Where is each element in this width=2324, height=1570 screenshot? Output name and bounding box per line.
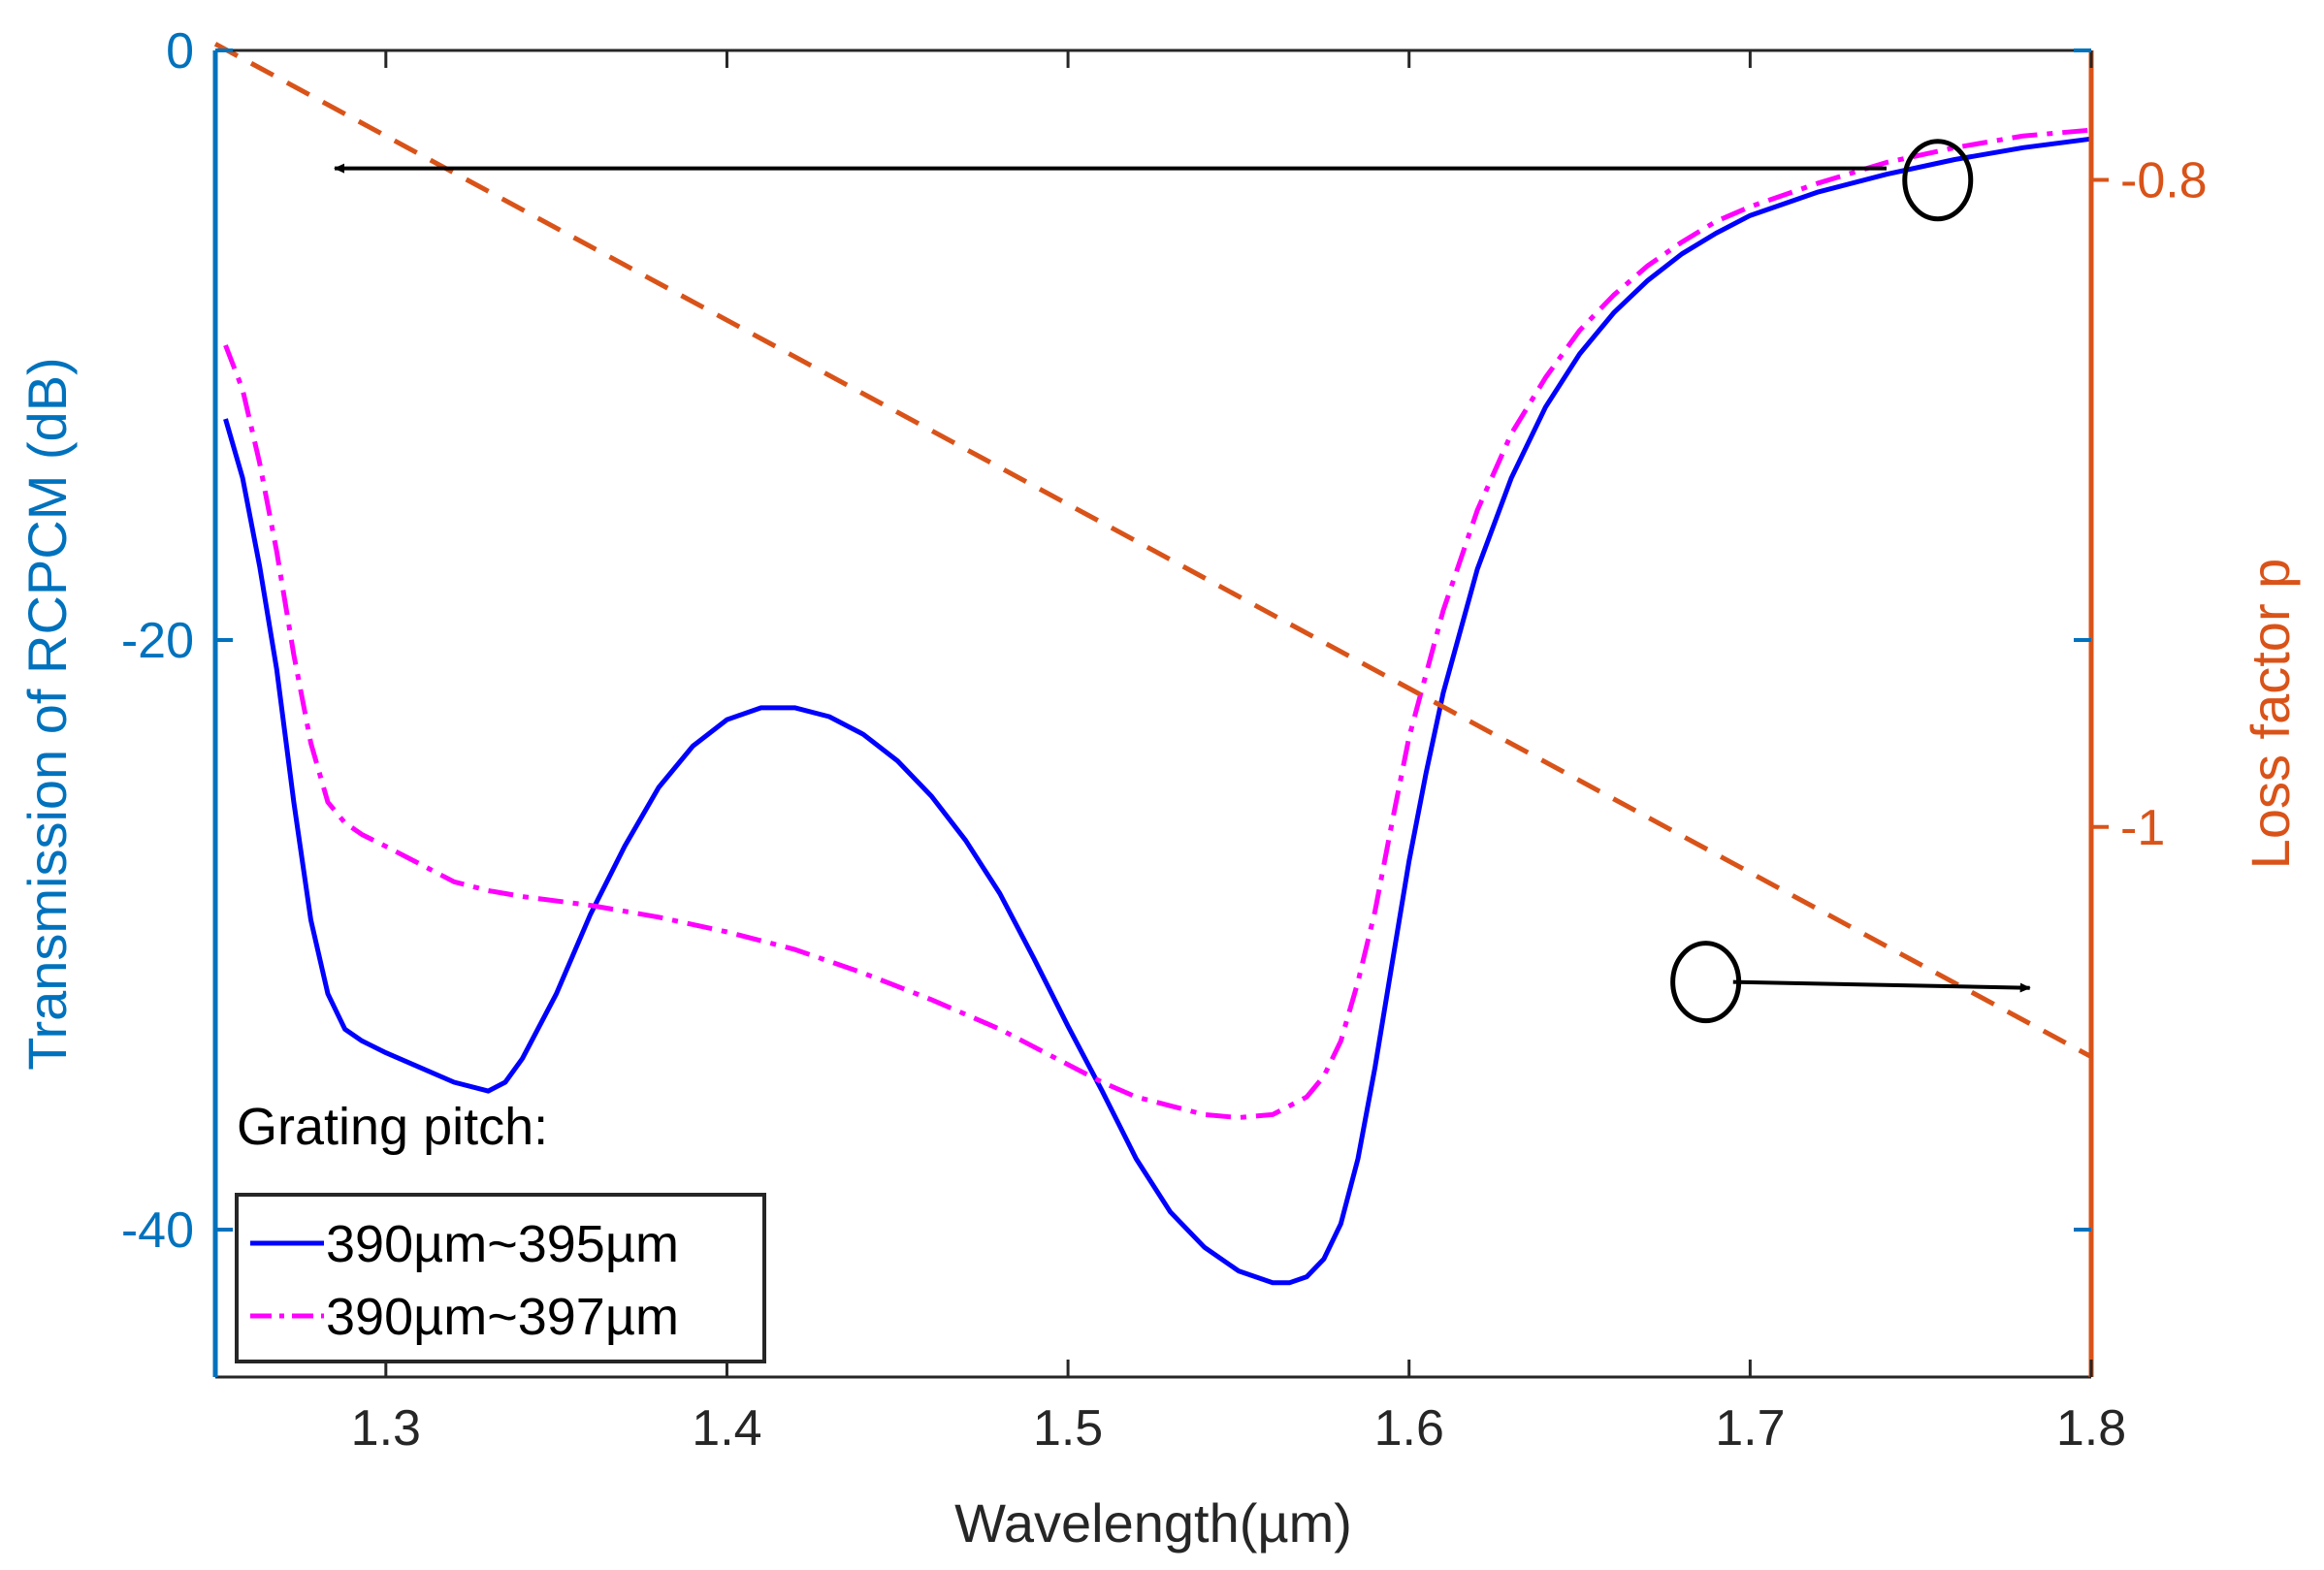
- legend-title: Grating pitch:: [237, 1098, 548, 1156]
- left-y-axis-label: Transmission of RCPCM (dB): [16, 357, 78, 1070]
- left-y-tick-label: -20: [121, 613, 194, 669]
- left-y-tick-label: -40: [121, 1202, 194, 1259]
- annotation-circle-1: [1902, 139, 1974, 222]
- x-tick-label: 1.8: [2056, 1400, 2126, 1457]
- series-line-1: [223, 136, 2092, 1286]
- x-tick-label: 1.4: [692, 1400, 761, 1457]
- x-tick-label: 1.6: [1374, 1400, 1444, 1457]
- annotation-circle-2: [1670, 941, 1742, 1024]
- legend-label-series-2: 390µm~397µm: [326, 1288, 679, 1346]
- x-axis-label: Wavelength(µm): [954, 1492, 1352, 1554]
- legend-box: [235, 1193, 766, 1363]
- left-y-tick-label: 0: [166, 23, 194, 80]
- x-tick-label: 1.3: [351, 1400, 421, 1457]
- right-y-tick-label: -1: [2120, 800, 2165, 856]
- legend-label-series-1: 390µm~395µm: [326, 1215, 679, 1273]
- series-line-2: [223, 127, 2092, 1120]
- annotation-arrow-2: [1732, 979, 2031, 993]
- x-tick-label: 1.7: [1715, 1400, 1785, 1457]
- right-y-axis-label: Loss factor p: [2240, 559, 2301, 870]
- series-line-3: [213, 42, 2093, 1059]
- x-tick-label: 1.5: [1033, 1400, 1103, 1457]
- right-y-tick-label: -0.8: [2120, 152, 2208, 208]
